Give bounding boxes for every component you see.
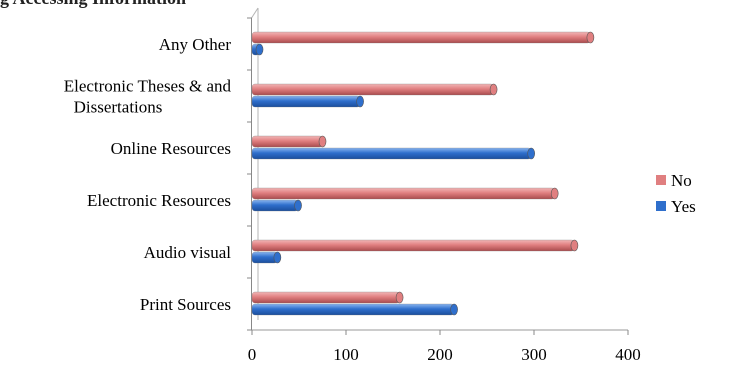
legend-label: Yes bbox=[671, 197, 696, 216]
category-label: Online Resources bbox=[111, 139, 231, 158]
bar-body bbox=[251, 95, 361, 108]
bar-cap bbox=[570, 239, 579, 252]
bar-body bbox=[251, 291, 400, 304]
bar-no-electronic-theses-and-dissertations bbox=[251, 83, 498, 96]
category-label: Audio visual bbox=[144, 243, 232, 262]
x-tick-label: 100 bbox=[333, 345, 359, 364]
bar-body bbox=[251, 251, 278, 264]
category-label: Print Sources bbox=[140, 295, 231, 314]
bar-cap bbox=[395, 291, 404, 304]
bar-cap bbox=[489, 83, 498, 96]
legend-item-no: No bbox=[656, 171, 692, 190]
bar-no-electronic-resources bbox=[251, 187, 559, 200]
category-label: Dissertations bbox=[74, 98, 163, 117]
bars-group bbox=[251, 31, 595, 316]
value-axis-labels: 0 100 200 300 400 bbox=[248, 345, 641, 364]
bar-cap bbox=[527, 147, 535, 160]
value-tick-marks bbox=[251, 330, 629, 335]
bar-cap bbox=[273, 251, 282, 264]
bar-yes-audio-visual bbox=[251, 251, 282, 264]
legend-swatch bbox=[656, 201, 666, 211]
chart-title-fragment: g Accessing Information bbox=[0, 0, 360, 9]
category-label: Any Other bbox=[159, 35, 232, 54]
bar-yes-electronic-resources bbox=[251, 199, 302, 212]
x-tick-label: 0 bbox=[248, 345, 257, 364]
bar-yes-any-other bbox=[251, 43, 264, 56]
bar-body bbox=[251, 187, 555, 200]
axes-group bbox=[251, 7, 628, 331]
bar-no-audio-visual bbox=[251, 239, 579, 252]
bar-cap bbox=[356, 95, 364, 108]
category-labels: Print Sources Audio visual Electronic Reso… bbox=[64, 35, 232, 314]
axis-corner-line bbox=[251, 7, 259, 19]
bar-cap bbox=[318, 135, 327, 148]
x-tick-label: 200 bbox=[427, 345, 453, 364]
bar-body bbox=[251, 239, 575, 252]
bar-cap bbox=[450, 303, 458, 316]
bar-body bbox=[251, 83, 494, 96]
bar-yes-print-sources bbox=[251, 303, 458, 316]
bar-cap bbox=[255, 43, 264, 56]
bar-no-any-other bbox=[251, 31, 595, 44]
legend: No Yes bbox=[656, 171, 696, 216]
category-tick-marks bbox=[247, 17, 252, 331]
bar-no-print-sources bbox=[251, 291, 404, 304]
bar-yes-online-resources bbox=[251, 147, 535, 160]
bar-yes-electronic-theses-and-dissertations bbox=[251, 95, 364, 108]
category-label: Electronic Resources bbox=[87, 191, 231, 210]
bar-body bbox=[251, 199, 299, 212]
legend-item-yes: Yes bbox=[656, 197, 696, 216]
bar-cap bbox=[550, 187, 559, 200]
bar-no-online-resources bbox=[251, 135, 327, 148]
bar-body bbox=[251, 303, 455, 316]
x-tick-label: 300 bbox=[521, 345, 547, 364]
bar-cap bbox=[294, 199, 302, 212]
bar-body bbox=[251, 147, 532, 160]
bar-body bbox=[251, 135, 323, 148]
bar-body bbox=[251, 31, 591, 44]
bar-cap bbox=[586, 31, 595, 44]
x-tick-label: 400 bbox=[615, 345, 641, 364]
legend-label: No bbox=[671, 171, 692, 190]
legend-swatch bbox=[656, 175, 666, 185]
category-label: Electronic Theses & and bbox=[64, 77, 232, 96]
